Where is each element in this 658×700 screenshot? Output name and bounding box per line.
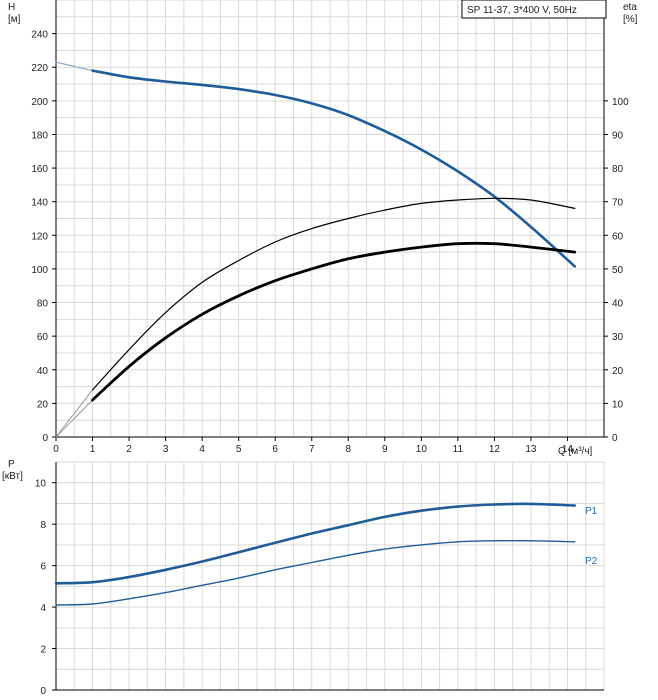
curves xyxy=(54,61,577,606)
head-tick-label: 200 xyxy=(31,97,48,108)
head-tick-label: 220 xyxy=(31,63,48,74)
head-tick-label: 160 xyxy=(31,164,48,175)
head-panel-ticks: 0 1 2 3 4 5 6 7 8 9 10 11 12 13 1402040608010012014016… xyxy=(31,30,629,455)
eta-tick-label: 10 xyxy=(612,399,624,410)
eta-axis-label-line2: [%] xyxy=(623,14,638,25)
power-tick-label: 2 xyxy=(40,645,46,656)
eta-curve-extension xyxy=(55,389,93,438)
head-tick-label: 60 xyxy=(37,332,49,343)
power-tick-label: 8 xyxy=(40,520,46,531)
head-tick-label: 100 xyxy=(31,265,48,276)
x-tick-label: 9 xyxy=(382,444,388,455)
x-tick-label: 5 xyxy=(236,444,242,455)
eta-total-curve xyxy=(91,241,577,402)
head-tick-label: 120 xyxy=(31,231,48,242)
x-tick-label: 7 xyxy=(309,444,315,455)
head-tick-label: 20 xyxy=(37,399,49,410)
head-tick-label: 140 xyxy=(31,198,48,209)
eta-tick-label: 60 xyxy=(612,231,624,242)
x-tick-label: 8 xyxy=(345,444,351,455)
p1-label: P1 xyxy=(585,506,598,517)
x-tick-label: 6 xyxy=(272,444,278,455)
eta-tick-label: 70 xyxy=(612,198,624,209)
power-tick-label: 10 xyxy=(35,479,47,490)
eta-tick-label: 0 xyxy=(612,433,618,444)
x-tick-label: 3 xyxy=(163,444,169,455)
x-tick-label: 1 xyxy=(90,444,96,455)
power-tick-label: 0 xyxy=(40,686,46,697)
head-axis-label-line2: [м] xyxy=(8,14,21,25)
legend-box-text: SP 11-37, 3*400 V, 50Hz xyxy=(467,5,577,16)
x-tick-label: 13 xyxy=(525,444,537,455)
x-tick-label: 0 xyxy=(53,444,59,455)
head-tick-label: 80 xyxy=(37,299,49,310)
head-tick-label: 0 xyxy=(42,433,48,444)
x-tick-label: 11 xyxy=(453,444,464,455)
head-tick-label: 180 xyxy=(31,130,48,141)
power-tick-label: 6 xyxy=(40,562,46,573)
head-tick-label: 40 xyxy=(37,366,49,377)
power-axis-label-line1: P xyxy=(8,459,15,470)
x-tick-label: 4 xyxy=(199,444,205,455)
power-panel-grid xyxy=(55,461,605,691)
x-tick-label: 12 xyxy=(489,444,501,455)
eta-tick-label: 90 xyxy=(612,130,624,141)
head-tick-label: 240 xyxy=(31,30,48,41)
eta-total-extension xyxy=(55,399,93,438)
eta-tick-label: 40 xyxy=(612,299,624,310)
eta-axis-label-line1: eta xyxy=(623,2,637,13)
flow-axis-label: Q [м³/ч] xyxy=(558,446,593,457)
eta-tick-label: 30 xyxy=(612,332,624,343)
p2-curve xyxy=(55,539,576,606)
p1-curve xyxy=(54,502,577,585)
x-tick-label: 2 xyxy=(126,444,132,455)
eta-tick-label: 100 xyxy=(612,97,629,108)
eta-tick-label: 80 xyxy=(612,164,624,175)
eta-tick-label: 50 xyxy=(612,265,624,276)
x-tick-label: 14 xyxy=(562,444,574,455)
head-axis-label-line1: H xyxy=(8,2,15,13)
head-panel-grid xyxy=(55,0,605,438)
p2-label: P2 xyxy=(585,556,598,567)
power-axis-label-line2: [кВт] xyxy=(2,471,23,482)
power-tick-label: 4 xyxy=(40,603,46,614)
legend-box: SP 11-37, 3*400 V, 50Hz xyxy=(461,0,607,19)
eta-tick-label: 20 xyxy=(612,366,624,377)
x-tick-label: 10 xyxy=(416,444,428,455)
eta-pump-curve xyxy=(91,197,576,391)
head-curve-extension xyxy=(55,61,94,72)
power-panel-ticks: 0 2 4 6 8 10 xyxy=(35,479,56,697)
head-curve xyxy=(91,69,577,268)
